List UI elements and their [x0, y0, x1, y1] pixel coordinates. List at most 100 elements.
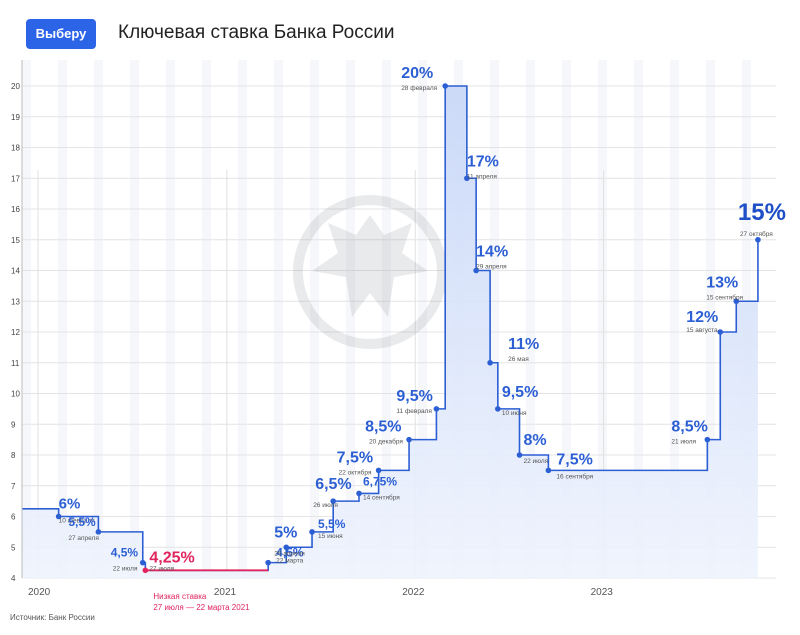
y-tick-label: 6	[11, 513, 16, 522]
rate-date-label: 22 октября	[339, 468, 372, 476]
y-tick-label: 11	[11, 359, 20, 368]
rate-point	[516, 452, 523, 458]
rate-point	[406, 436, 412, 443]
rate-date-label: 29 апреля	[476, 264, 507, 271]
rate-date-label: 10 июня	[502, 410, 527, 417]
rate-point	[442, 83, 448, 89]
rate-point	[495, 406, 501, 412]
rate-value-label: 11%	[508, 336, 539, 353]
y-tick-label: 20	[11, 82, 20, 91]
rate-area	[22, 86, 758, 578]
vybery-logo[interactable]: Выберу	[26, 19, 96, 49]
rate-value-label: 4,25%	[149, 549, 194, 566]
bg-stripe	[22, 60, 31, 578]
bg-stripe	[670, 60, 679, 578]
rate-date-label: 22 марта	[276, 558, 303, 565]
y-tick-label: 7	[11, 482, 16, 491]
bg-stripe	[526, 60, 535, 578]
bg-stripe	[346, 60, 355, 578]
rate-value-label: 20%	[401, 65, 433, 82]
rate-point	[755, 236, 761, 243]
y-tick-label: 13	[11, 297, 20, 306]
bg-stripe	[58, 60, 67, 578]
y-tick-label: 10	[11, 390, 20, 399]
rate-point	[433, 406, 440, 412]
rate-point	[95, 529, 102, 535]
rate-date-label: 15 июня	[318, 533, 343, 540]
rate-point	[473, 267, 479, 274]
y-tick-label: 4	[11, 574, 16, 583]
rate-value-label: 14%	[476, 244, 508, 261]
x-tick-label: 2023	[591, 587, 614, 598]
rate-value-label: 15%	[738, 199, 786, 226]
low-rate-caption-title: Низкая ставка	[153, 592, 207, 601]
rate-date-label: 27 апреля	[68, 535, 99, 542]
y-tick-label: 8	[11, 451, 16, 460]
bg-stripe	[310, 60, 319, 578]
rate-value-label: 7,5%	[556, 451, 592, 468]
rate-date-label: 26 июля	[313, 502, 338, 509]
rate-value-label: 17%	[467, 153, 499, 170]
rate-date-label: 11 февраля	[396, 408, 432, 415]
rate-date-label: 15 сентября	[706, 293, 743, 301]
rate-point	[464, 175, 470, 182]
bg-stripe	[634, 60, 643, 578]
bg-stripe	[490, 60, 499, 578]
rate-date-label: 26 апреля	[274, 550, 305, 557]
bg-stripe	[130, 60, 139, 578]
bank-emblem-watermark	[293, 195, 447, 349]
y-tick-label: 12	[11, 328, 20, 337]
y-tick-label: 16	[11, 205, 20, 214]
x-tick-label: 2021	[214, 587, 237, 598]
rate-date-label: 27 октября	[740, 230, 773, 238]
chart-title: Ключевая ставка Банка России	[118, 22, 395, 43]
y-tick-label: 9	[11, 420, 16, 429]
bg-stripe	[274, 60, 283, 578]
rate-point	[704, 436, 711, 443]
rate-date-label: 11 апреля	[467, 173, 497, 180]
rate-value-label: 8,5%	[365, 419, 401, 436]
x-tick-label: 2022	[402, 587, 425, 598]
rate-date-label: 22 июля	[524, 458, 549, 465]
rate-value-label: 5%	[274, 524, 297, 541]
rate-point	[375, 467, 382, 474]
rate-date-label: 28 февраля	[401, 85, 437, 92]
y-tick-label: 19	[11, 113, 20, 122]
rate-date-label: 15 августа	[686, 327, 718, 334]
bg-stripe	[562, 60, 571, 578]
rate-area-fill	[22, 86, 758, 578]
rate-date-label: 21 июля	[671, 439, 696, 446]
rate-point	[717, 329, 724, 335]
rate-point	[356, 490, 362, 497]
rate-value-label: 7,5%	[337, 449, 373, 466]
bg-stripe	[418, 60, 427, 578]
rate-value-label: 9,5%	[396, 388, 432, 405]
rate-date-label: 14 сентября	[363, 493, 400, 501]
rate-point	[545, 467, 552, 474]
bg-stripe	[706, 60, 715, 578]
rate-value-label: 5,5%	[68, 515, 96, 529]
rate-date-label: 22 июля	[113, 566, 138, 573]
rate-date-label: 10 февраля	[59, 518, 95, 525]
rate-value-label: 13%	[706, 274, 738, 291]
bg-stripe	[202, 60, 211, 578]
rate-point	[283, 544, 290, 551]
rate-point	[265, 559, 271, 566]
rate-point	[139, 559, 146, 566]
rate-date-label: 26 мая	[508, 356, 529, 363]
y-tick-label: 14	[11, 267, 20, 276]
rate-value-label: 6,75%	[363, 474, 397, 488]
y-tick-label: 17	[11, 174, 20, 183]
rate-value-label: 9,5%	[502, 384, 538, 401]
rate-date-label: 20 декабря	[369, 438, 403, 446]
y-tick-label: 18	[11, 144, 20, 153]
low-rate-caption-period: 27 июля — 22 марта 2021	[153, 603, 250, 612]
rate-point	[309, 529, 315, 535]
rate-point	[55, 513, 62, 520]
rate-value-label: 6%	[59, 496, 81, 513]
bg-stripe	[598, 60, 607, 578]
